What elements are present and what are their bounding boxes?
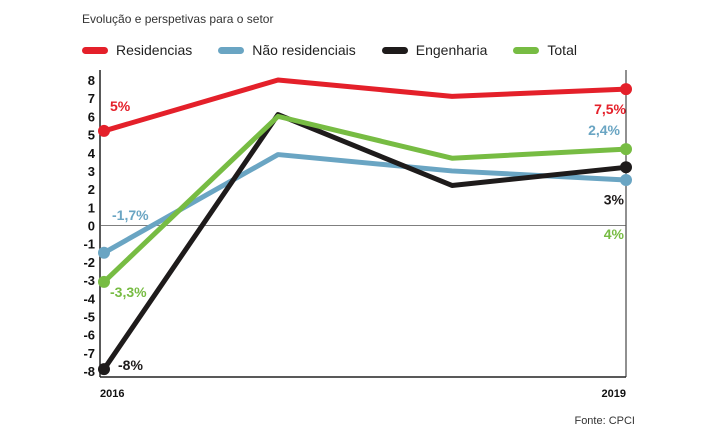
y-tick-label: 8	[88, 73, 95, 88]
source-note: Fonte: CPCI	[574, 415, 635, 427]
y-tick-label: -8	[83, 364, 95, 379]
x-tick-label: 2016	[100, 388, 124, 400]
data-point	[98, 124, 110, 137]
data-label: -8%	[118, 357, 143, 373]
legend-label: Total	[547, 42, 577, 58]
y-tick-label: -3	[83, 273, 95, 288]
series-line-1	[101, 152, 629, 256]
y-tick-label: -2	[83, 255, 95, 270]
y-tick-label: 6	[88, 109, 95, 124]
y-tick-label: -1	[83, 237, 95, 252]
data-point	[620, 143, 632, 156]
chart-title: Evolução e perspetivas para o setor	[82, 12, 274, 26]
data-label: 2,4%	[588, 122, 620, 138]
y-tick-label: 0	[88, 219, 95, 234]
legend-item-0: Residencias	[82, 42, 192, 58]
y-tick-label: -5	[83, 309, 95, 324]
legend-label: Engenharia	[415, 42, 488, 58]
legend-label: Não residenciais	[252, 42, 356, 58]
data-point	[98, 246, 110, 259]
legend-swatch	[513, 46, 540, 54]
legend-label: Residencias	[116, 42, 193, 58]
data-point	[98, 363, 110, 376]
legend-swatch	[381, 46, 408, 54]
series-line-0	[101, 77, 629, 134]
series-line-2	[101, 112, 629, 372]
data-label: 3%	[604, 191, 625, 207]
data-point	[98, 275, 110, 288]
y-tick-label: 3	[88, 164, 95, 179]
data-point	[620, 174, 632, 187]
x-tick-label: 2019	[602, 388, 626, 400]
data-label: -1,7%	[112, 207, 149, 223]
legend-swatch	[218, 46, 245, 54]
y-tick-label: -4	[83, 291, 95, 306]
y-tick-label: -7	[83, 346, 95, 361]
legend-item-1: Não residenciais	[218, 42, 356, 58]
data-label: 5%	[110, 98, 131, 114]
legend-item-3: Total	[513, 42, 577, 58]
series-line-3	[101, 113, 629, 285]
y-tick-label: 7	[88, 91, 95, 106]
y-tick-label: -6	[83, 328, 95, 343]
legend: Residencias Não residenciais Engenharia Tot…	[82, 42, 577, 58]
y-tick-label: 1	[88, 200, 95, 215]
data-point	[620, 83, 632, 96]
y-tick-label: 4	[88, 146, 96, 161]
legend-item-2: Engenharia	[381, 42, 488, 58]
y-tick-label: 5	[88, 128, 95, 143]
data-label: 7,5%	[594, 101, 626, 117]
data-label: -3,3%	[110, 284, 147, 300]
legend-swatch	[82, 46, 108, 54]
data-point	[620, 161, 632, 174]
y-tick-label: 2	[88, 182, 95, 197]
data-label: 4%	[604, 226, 625, 242]
